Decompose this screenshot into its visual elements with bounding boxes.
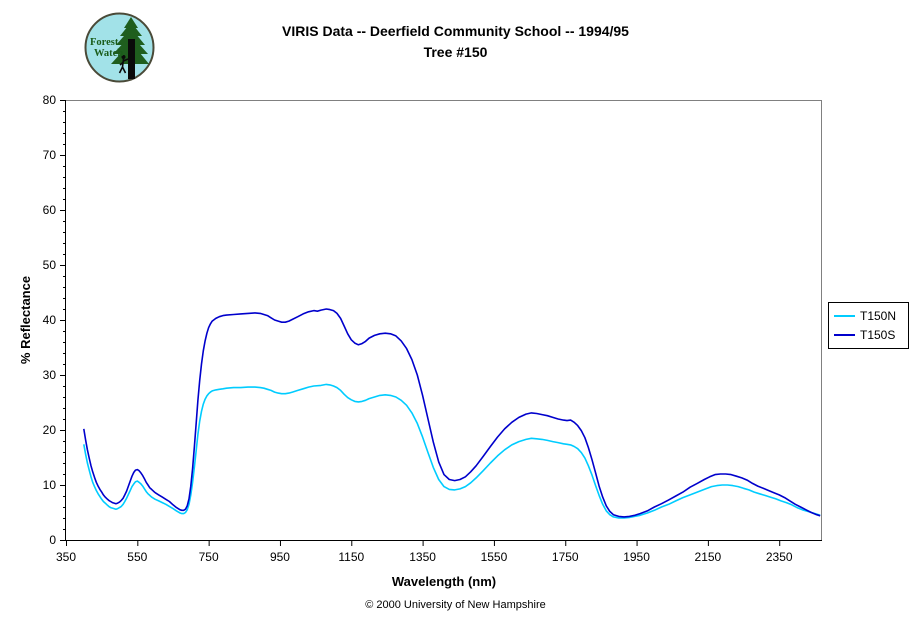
x-tick-label: 750: [199, 550, 219, 564]
copyright-text: © 2000 University of New Hampshire: [365, 599, 546, 611]
climber-icon: [118, 55, 129, 74]
x-tick-label: 1750: [552, 550, 579, 564]
y-axis-title: % Reflectance: [18, 275, 33, 365]
x-tick-label: 1950: [623, 550, 650, 564]
legend-item-t150s: T150S: [834, 328, 908, 342]
legend-item-t150n: T150N: [834, 309, 908, 323]
x-tick-label: 1150: [338, 550, 364, 564]
x-tick-label: 1550: [481, 550, 508, 564]
tree-trunk: [128, 39, 135, 79]
series-line-t150n: [83, 383, 821, 519]
y-tick-label: 20: [43, 423, 57, 437]
t150n-line-swatch: [834, 314, 855, 317]
y-tick-label: 80: [43, 93, 57, 107]
legend: T150N T150S: [828, 302, 909, 349]
x-tick-label: 2150: [695, 550, 722, 564]
series-line-t150s: [83, 308, 821, 518]
x-tick-label: 550: [127, 550, 147, 564]
t150s-line-swatch: [834, 334, 855, 337]
y-tick-label: 70: [43, 148, 57, 162]
forest-watch-logo: Forest Watch: [84, 12, 155, 83]
x-axis-title: Wavelength (nm): [391, 574, 497, 589]
legend-label-t150n: T150N: [860, 308, 897, 323]
x-tick-label: 950: [270, 550, 290, 564]
y-tick-label: 50: [43, 258, 57, 272]
x-tick-label: 1350: [409, 550, 436, 564]
y-tick-label: 60: [43, 203, 57, 217]
y-tick-label: 0: [49, 533, 56, 547]
legend-label-t150s: T150S: [860, 328, 896, 343]
y-tick-label: 10: [43, 478, 57, 492]
logo-text-line2: Watch: [94, 48, 123, 59]
y-tick-label: 30: [43, 368, 57, 382]
logo-text-line1: Forest: [90, 37, 119, 48]
x-tick-label: 2350: [766, 550, 793, 564]
x-tick-label: 350: [56, 550, 76, 564]
chart-title-line1: VIRIS Data -- Deerfield Community School…: [282, 23, 629, 39]
chart-title-line2: Tree #150: [423, 44, 488, 60]
y-tick-label: 40: [43, 313, 57, 327]
